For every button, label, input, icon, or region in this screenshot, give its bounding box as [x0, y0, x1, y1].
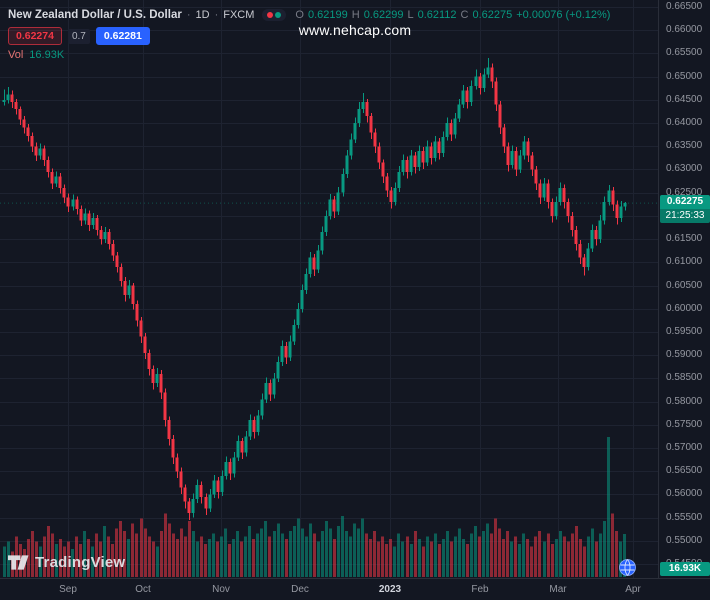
price-tick-label: 0.57000 [666, 442, 703, 454]
price-tick-label: 0.59500 [666, 325, 703, 337]
price-tick-label: 0.64500 [666, 93, 703, 105]
low-label: L [407, 9, 414, 21]
time-tick-label: Apr [625, 584, 641, 595]
price-tick-label: 0.63500 [666, 140, 703, 152]
volume-legend: Vol 16.93K [8, 49, 610, 61]
candlestick-chart[interactable] [0, 0, 658, 578]
price-tick-label: 0.66000 [666, 24, 703, 36]
price-tick-label: 0.60000 [666, 302, 703, 314]
spread-value: 0.7 [67, 28, 90, 44]
price-tick-label: 0.57500 [666, 418, 703, 430]
close-label: C [460, 9, 469, 21]
sell-button[interactable]: 0.62274 [8, 27, 62, 45]
quote-row: 0.62274 0.7 0.62281 [8, 27, 610, 45]
symbol-row: New Zealand Dollar / U.S. Dollar · 1D · … [8, 6, 610, 24]
time-tick-label: 2023 [378, 584, 402, 595]
price-tick-label: 0.59000 [666, 349, 703, 361]
time-tick-label: Oct [135, 584, 151, 595]
price-tick-label: 0.58500 [666, 372, 703, 384]
close-value: 0.62275 [472, 9, 513, 21]
exchange-label[interactable]: FXCM [223, 9, 255, 21]
grid-lines [0, 0, 658, 578]
separator-dot: · [186, 9, 191, 21]
low-value: 0.62112 [417, 9, 457, 21]
time-tick-label: Feb [471, 584, 489, 595]
time-tick-label: Mar [549, 584, 567, 595]
price-tick-label: 0.65500 [666, 47, 703, 59]
price-tick-label: 0.63000 [666, 163, 703, 175]
interval-label[interactable]: 1D [195, 9, 210, 21]
high-value: 0.62299 [363, 9, 404, 21]
volume-axis-badge: 16.93K [660, 562, 710, 576]
open-value: 0.62199 [307, 9, 348, 21]
time-tick-label: Nov [212, 584, 230, 595]
price-axis[interactable]: 0.62275 21:25:33 16.93K 0.66500 0.66000 0.… [658, 0, 710, 578]
price-tick-label: 0.60500 [666, 279, 703, 291]
status-dot-red-icon [267, 12, 274, 18]
buy-button[interactable]: 0.62281 [95, 27, 150, 45]
price-tick-label: 0.65000 [666, 70, 703, 82]
ohlc-values: O 0.62199 H 0.62299 L 0.62112 C 0.62275 +0.0… [295, 9, 610, 21]
price-tick-label: 0.55000 [666, 534, 703, 546]
chart-plot-area[interactable] [0, 0, 658, 578]
separator-dot: · [214, 9, 219, 21]
change-value: +0.00076 (+0.12%) [516, 9, 611, 21]
last-price-value: 0.62275 [660, 195, 710, 210]
volume-bars [3, 437, 626, 577]
broker-globe-icon[interactable] [619, 559, 636, 576]
last-price-badge: 0.62275 21:25:33 [660, 195, 710, 224]
price-tick-label: 0.61000 [666, 256, 703, 268]
price-tick-label: 0.66500 [666, 0, 703, 12]
time-tick-label: Dec [291, 584, 309, 595]
price-tick-label: 0.62500 [666, 186, 703, 198]
chart-legend: New Zealand Dollar / U.S. Dollar · 1D · … [8, 6, 610, 61]
bar-countdown: 21:25:33 [660, 209, 710, 224]
candles [2, 58, 627, 520]
open-label: O [295, 9, 304, 21]
price-tick-label: 0.64000 [666, 117, 703, 129]
volume-value: 16.93K [29, 49, 65, 61]
tradingview-logo-text: TradingView [35, 554, 126, 571]
tradingview-logo-icon [8, 555, 29, 570]
time-axis[interactable]: Sep Oct Nov Dec 2023 Feb Mar Apr [0, 578, 710, 600]
high-label: H [351, 9, 360, 21]
volume-label: Vol [8, 49, 24, 61]
status-dot-green-icon [275, 12, 282, 18]
tradingview-logo[interactable]: TradingView [8, 554, 125, 571]
price-tick-label: 0.56500 [666, 465, 703, 477]
symbol-title[interactable]: New Zealand Dollar / U.S. Dollar [8, 9, 182, 21]
watermark-text: www.nehcap.com [298, 22, 412, 38]
time-tick-label: Sep [59, 584, 77, 595]
price-tick-label: 0.56000 [666, 488, 703, 500]
market-status-icon[interactable] [262, 9, 287, 21]
price-tick-label: 0.58000 [666, 395, 703, 407]
price-tick-label: 0.61500 [666, 233, 703, 245]
price-tick-label: 0.55500 [666, 511, 703, 523]
